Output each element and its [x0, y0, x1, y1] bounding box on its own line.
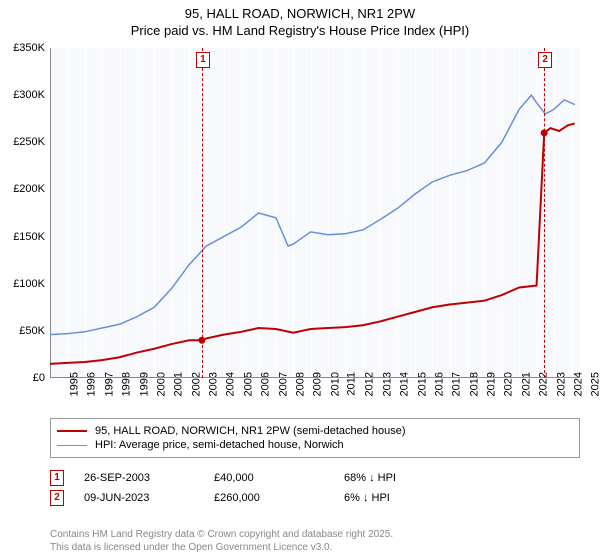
y-tick-label: £200K: [0, 183, 45, 195]
sale-marker-badge: 2: [50, 490, 64, 506]
plot-area: £0£50K£100K£150K£200K£250K£300K£350K 199…: [50, 48, 580, 378]
y-tick-label: £350K: [0, 42, 45, 54]
sale-marker-line: [202, 48, 203, 378]
series-property: [50, 123, 575, 363]
attribution: Contains HM Land Registry data © Crown c…: [50, 529, 393, 554]
line-series-svg: [50, 48, 580, 378]
sale-marker-flag: 1: [196, 52, 210, 68]
chart-title: 95, HALL ROAD, NORWICH, NR1 2PW Price pa…: [0, 0, 600, 40]
y-tick-label: £50K: [0, 325, 45, 337]
legend-swatch: [57, 445, 87, 446]
legend-item: HPI: Average price, semi-detached house,…: [57, 439, 573, 451]
x-tick-label: 2025: [590, 372, 600, 396]
sale-price: £40,000: [214, 472, 344, 484]
y-tick-label: £0: [0, 372, 45, 384]
table-row: 2 09-JUN-2023 £260,000 6% ↓ HPI: [50, 490, 474, 506]
sale-marker-flag: 2: [538, 52, 552, 68]
sale-date: 09-JUN-2023: [84, 492, 214, 504]
attribution-line-1: Contains HM Land Registry data © Crown c…: [50, 529, 393, 542]
y-tick-label: £300K: [0, 89, 45, 101]
chart-container: 95, HALL ROAD, NORWICH, NR1 2PW Price pa…: [0, 0, 600, 560]
y-tick-label: £150K: [0, 231, 45, 243]
sale-delta: 6% ↓ HPI: [344, 492, 474, 504]
legend-label: HPI: Average price, semi-detached house,…: [95, 439, 344, 451]
sale-price: £260,000: [214, 492, 344, 504]
sale-date: 26-SEP-2003: [84, 472, 214, 484]
legend-label: 95, HALL ROAD, NORWICH, NR1 2PW (semi-de…: [95, 425, 406, 437]
title-line-2: Price paid vs. HM Land Registry's House …: [0, 23, 600, 40]
sale-marker-line: [544, 48, 545, 378]
legend-swatch: [57, 430, 87, 432]
attribution-line-2: This data is licensed under the Open Gov…: [50, 542, 393, 555]
y-tick-label: £250K: [0, 136, 45, 148]
legend: 95, HALL ROAD, NORWICH, NR1 2PW (semi-de…: [50, 418, 580, 458]
table-row: 1 26-SEP-2003 £40,000 68% ↓ HPI: [50, 470, 474, 486]
title-line-1: 95, HALL ROAD, NORWICH, NR1 2PW: [0, 6, 600, 23]
legend-item: 95, HALL ROAD, NORWICH, NR1 2PW (semi-de…: [57, 425, 573, 437]
y-tick-label: £100K: [0, 278, 45, 290]
sale-marker-badge: 1: [50, 470, 64, 486]
sale-delta: 68% ↓ HPI: [344, 472, 474, 484]
series-hpi: [50, 95, 575, 334]
sales-table: 1 26-SEP-2003 £40,000 68% ↓ HPI 2 09-JUN…: [50, 466, 474, 510]
